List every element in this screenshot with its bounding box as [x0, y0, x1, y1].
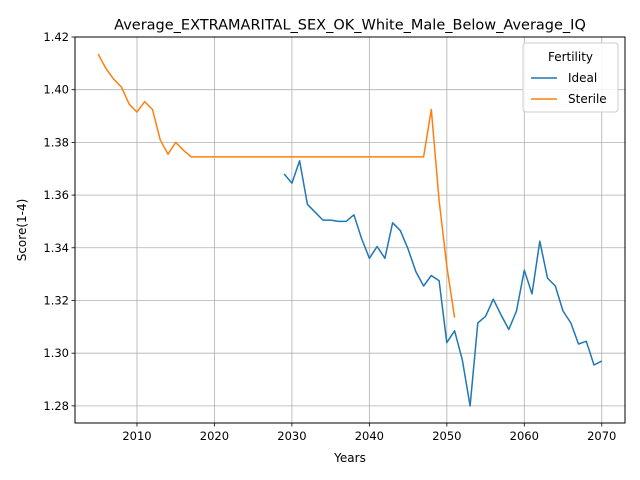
series-line-sterile — [97, 53, 456, 318]
x-axis: 2010 2020 2030 2040 2050 2060 2070 — [122, 423, 616, 443]
legend-label-sterile: Sterile — [568, 92, 607, 106]
x-tick-label: 2040 — [355, 429, 384, 443]
y-tick-label: 1.36 — [43, 188, 69, 202]
y-tick-label: 1.34 — [43, 241, 69, 255]
y-axis-label: Score(1-4) — [15, 199, 29, 262]
legend-title: Fertility — [548, 50, 593, 64]
y-axis: 1.28 1.30 1.32 1.34 1.36 1.38 1.40 1.42 — [43, 30, 75, 413]
series-lines — [97, 53, 603, 407]
series-line-ideal — [283, 160, 603, 407]
y-tick-label: 1.40 — [43, 83, 69, 97]
x-axis-label: Years — [333, 451, 366, 465]
legend-box — [522, 42, 619, 113]
legend: Fertility Ideal Sterile — [522, 42, 619, 113]
x-tick-label: 2020 — [200, 429, 229, 443]
y-tick-label: 1.32 — [43, 293, 69, 307]
x-tick-label: 2060 — [510, 429, 539, 443]
legend-label-ideal: Ideal — [568, 71, 597, 85]
plot-frame — [74, 36, 626, 424]
y-tick-label: 1.38 — [43, 135, 69, 149]
x-tick-label: 2050 — [432, 429, 461, 443]
x-tick-label: 2070 — [587, 429, 616, 443]
y-tick-label: 1.28 — [43, 399, 69, 413]
y-tick-label: 1.42 — [43, 30, 69, 44]
chart-title: Average_EXTRAMARITAL_SEX_OK_White_Male_B… — [114, 18, 586, 34]
x-tick-label: 2010 — [122, 429, 151, 443]
y-tick-label: 1.30 — [43, 346, 69, 360]
x-tick-label: 2030 — [277, 429, 306, 443]
